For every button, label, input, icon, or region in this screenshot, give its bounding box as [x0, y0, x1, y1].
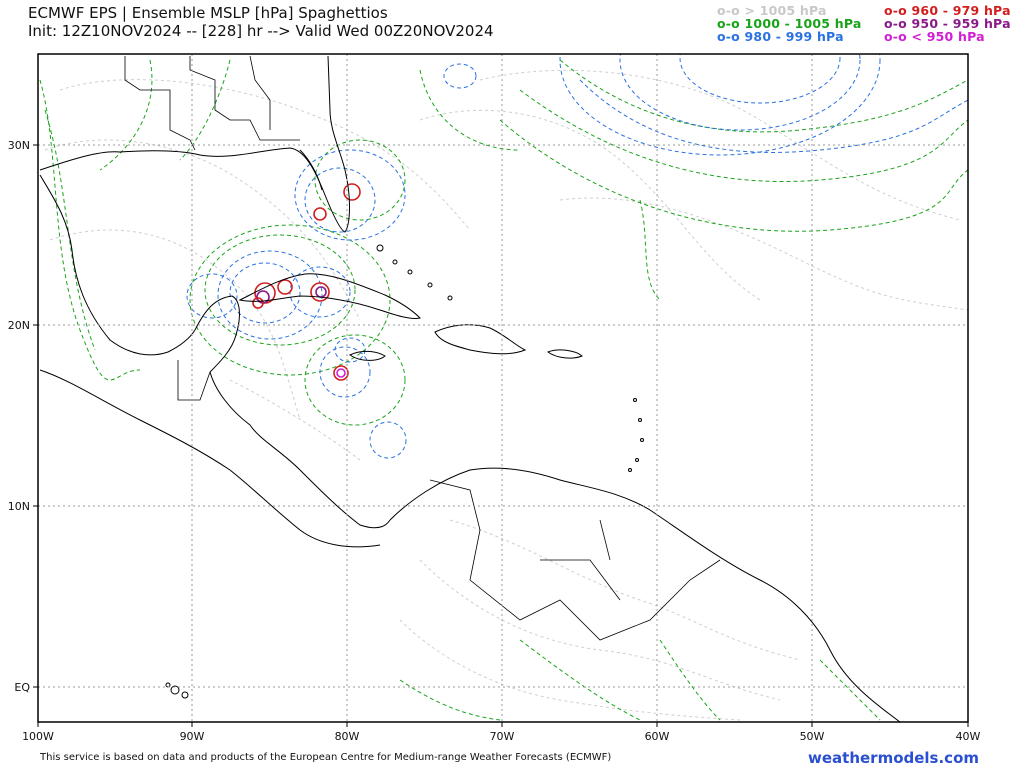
legend-marker: o-o	[884, 3, 907, 18]
map-content	[38, 54, 968, 722]
legend-gt1005: o-o > 1005 hPa	[717, 3, 827, 18]
legend-980-999: o-o 980 - 999 hPa	[717, 29, 844, 44]
coastlines	[39, 55, 901, 722]
legend-marker: o-o	[717, 16, 740, 31]
legend-label: > 1005 hPa	[744, 3, 827, 18]
site-link[interactable]: weathermodels.com	[808, 749, 980, 767]
lat-label-10n: 10N	[8, 500, 30, 513]
legend-marker: o-o	[717, 29, 740, 44]
legend-label: < 950 hPa	[911, 29, 985, 44]
legend-label: 980 - 999 hPa	[744, 29, 844, 44]
lon-label-70w: 70W	[490, 730, 515, 743]
legend-label: 950 - 959 hPa	[911, 16, 1011, 31]
lon-label-80w: 80W	[335, 730, 360, 743]
lon-label-90w: 90W	[180, 730, 205, 743]
lon-label-50w: 50W	[800, 730, 825, 743]
legend-label: 960 - 979 hPa	[911, 3, 1011, 18]
map-frame	[37, 53, 969, 723]
legend-marker: o-o	[884, 29, 907, 44]
contours-gt1005	[44, 69, 968, 721]
map-subtitle: Init: 12Z10NOV2024 -- [228] hr --> Valid…	[28, 22, 494, 40]
legend-960-979: o-o 960 - 979 hPa	[884, 3, 1011, 18]
borders	[124, 55, 721, 641]
legend-1000-1005: o-o 1000 - 1005 hPa	[717, 16, 862, 31]
legend-marker: o-o	[884, 16, 907, 31]
storm-markers	[252, 183, 361, 381]
legend-marker: o-o	[717, 3, 740, 18]
lon-label-60w: 60W	[645, 730, 670, 743]
lon-label-40w: 40W	[956, 730, 981, 743]
lat-label-20n: 20N	[8, 319, 30, 332]
legend-950-959: o-o 950 - 959 hPa	[884, 16, 1011, 31]
contours-980-999	[186, 54, 968, 459]
ecmwf-credit: This service is based on data and produc…	[40, 752, 612, 763]
lat-label-30n: 30N	[8, 139, 30, 152]
lat-label-eq: EQ	[14, 681, 30, 694]
legend-label: 1000 - 1005 hPa	[744, 16, 862, 31]
tick-marks	[33, 144, 969, 727]
legend-lt950: o-o < 950 hPa	[884, 29, 985, 44]
lon-label-100w: 100W	[22, 730, 54, 743]
graticule	[38, 54, 968, 722]
map-title: ECMWF EPS | Ensemble MSLP [hPa] Spaghett…	[28, 4, 388, 22]
